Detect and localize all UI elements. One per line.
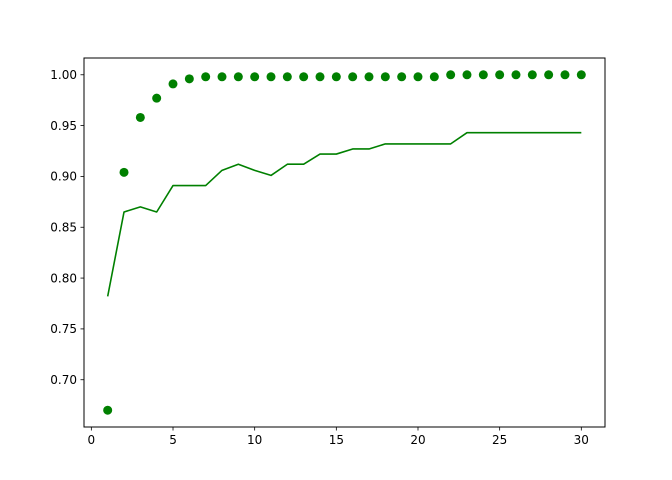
scatter-point <box>135 112 145 122</box>
y-tick-label: 0.80 <box>50 271 77 285</box>
scatter-point <box>103 405 113 415</box>
scatter-point <box>446 70 456 80</box>
scatter-point <box>348 72 358 82</box>
scatter-point <box>413 72 423 82</box>
scatter-point <box>462 70 472 80</box>
scatter-point <box>184 74 194 84</box>
scatter-point <box>527 70 537 80</box>
scatter-point <box>544 70 554 80</box>
scatter-point <box>511 70 521 80</box>
x-tick-label: 25 <box>492 433 507 447</box>
y-tick-label: 0.95 <box>50 119 77 133</box>
x-tick-label: 5 <box>169 433 177 447</box>
scatter-point <box>429 72 439 82</box>
scatter-point <box>217 72 227 82</box>
scatter-point <box>380 72 390 82</box>
y-tick-label: 1.00 <box>50 68 77 82</box>
scatter-point <box>478 70 488 80</box>
scatter-point <box>250 72 260 82</box>
scatter-point <box>119 167 129 177</box>
scatter-point <box>299 72 309 82</box>
x-tick-label: 30 <box>574 433 589 447</box>
x-tick-label: 10 <box>247 433 262 447</box>
axes-frame <box>83 57 606 428</box>
scatter-point <box>315 72 325 82</box>
x-tick-label: 15 <box>329 433 344 447</box>
y-tick-label: 0.85 <box>50 221 77 235</box>
y-tick-label: 0.70 <box>50 373 77 387</box>
scatter-point <box>331 72 341 82</box>
axes: 0 5 10 15 20 25 30 0.70 0.75 0.80 0.85 0.90 0.95 1.00 <box>50 68 589 447</box>
scatter-point <box>282 72 292 82</box>
scatter-point <box>576 70 586 80</box>
plot-area <box>103 70 586 415</box>
y-tick-label: 0.75 <box>50 322 77 336</box>
scatter-point <box>364 72 374 82</box>
scatter-point <box>495 70 505 80</box>
scatter-point <box>560 70 570 80</box>
x-tick-label: 20 <box>410 433 425 447</box>
x-tick-label: 0 <box>88 433 96 447</box>
scatter-point <box>233 72 243 82</box>
scatter-point <box>201 72 211 82</box>
scatter-point <box>168 79 178 89</box>
series-line <box>106 131 582 297</box>
scatter-point <box>266 72 276 82</box>
scatter-point <box>397 72 407 82</box>
y-tick-label: 0.90 <box>50 170 77 184</box>
scatter-point <box>152 93 162 103</box>
